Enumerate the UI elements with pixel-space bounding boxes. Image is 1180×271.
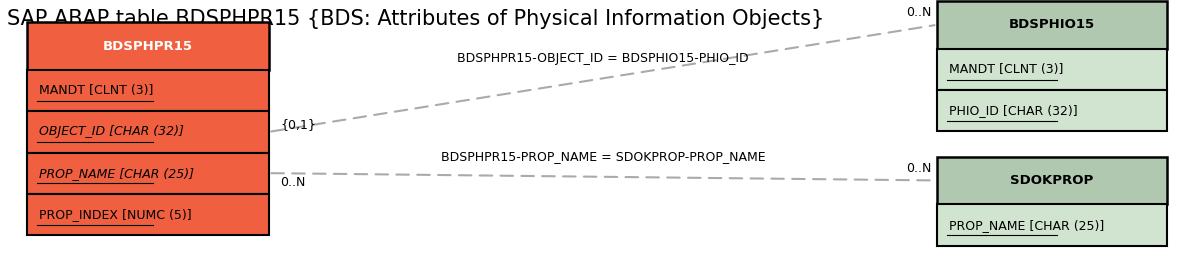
Text: PROP_INDEX [NUMC (5)]: PROP_INDEX [NUMC (5)] [39, 208, 191, 221]
Text: MANDT [CLNT (3)]: MANDT [CLNT (3)] [949, 63, 1063, 76]
Text: SDOKPROP: SDOKPROP [1010, 174, 1094, 187]
Text: PROP_NAME [CHAR (25)]: PROP_NAME [CHAR (25)] [949, 218, 1104, 231]
FancyBboxPatch shape [937, 90, 1167, 131]
FancyBboxPatch shape [937, 49, 1167, 90]
Text: BDSPHPR15-PROP_NAME = SDOKPROP-PROP_NAME: BDSPHPR15-PROP_NAME = SDOKPROP-PROP_NAME [440, 150, 766, 163]
FancyBboxPatch shape [27, 194, 269, 235]
Text: PROP_NAME [CHAR (25)]: PROP_NAME [CHAR (25)] [39, 167, 194, 180]
FancyBboxPatch shape [27, 111, 269, 153]
Text: 0..N: 0..N [281, 176, 306, 189]
FancyBboxPatch shape [27, 153, 269, 194]
Text: BDSPHPR15: BDSPHPR15 [103, 40, 194, 53]
Text: {0,1}: {0,1} [281, 118, 316, 131]
Text: 0..N: 0..N [906, 162, 931, 175]
Text: 0..N: 0..N [906, 7, 931, 20]
Text: PHIO_ID [CHAR (32)]: PHIO_ID [CHAR (32)] [949, 104, 1077, 117]
Text: BDSPHPR15-OBJECT_ID = BDSPHIO15-PHIO_ID: BDSPHPR15-OBJECT_ID = BDSPHIO15-PHIO_ID [457, 52, 749, 65]
Text: OBJECT_ID [CHAR (32)]: OBJECT_ID [CHAR (32)] [39, 125, 184, 138]
FancyBboxPatch shape [937, 204, 1167, 246]
Text: MANDT [CLNT (3)]: MANDT [CLNT (3)] [39, 84, 153, 97]
FancyBboxPatch shape [937, 157, 1167, 204]
Text: BDSPHIO15: BDSPHIO15 [1009, 18, 1095, 31]
Text: SAP ABAP table BDSPHPR15 {BDS: Attributes of Physical Information Objects}: SAP ABAP table BDSPHPR15 {BDS: Attribute… [7, 9, 825, 29]
FancyBboxPatch shape [27, 22, 269, 70]
FancyBboxPatch shape [27, 70, 269, 111]
FancyBboxPatch shape [937, 1, 1167, 49]
